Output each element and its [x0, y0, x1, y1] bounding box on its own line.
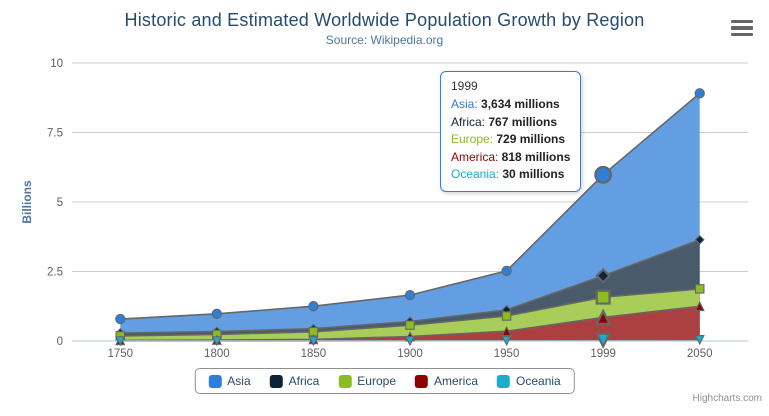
x-axis-tick-label: 1850	[301, 348, 327, 360]
data-point-oceania-1750[interactable]	[115, 336, 126, 347]
y-axis-tick-label: 10	[50, 58, 63, 70]
legend-label: America	[434, 374, 479, 388]
menu-bar	[731, 32, 753, 36]
y-axis-title: Billions	[20, 180, 34, 224]
x-axis-tick-label: 1900	[397, 348, 423, 360]
data-point-africa-2050[interactable]	[694, 234, 705, 245]
data-point-europe-2050[interactable]	[694, 284, 705, 294]
chart-title: Historic and Estimated Worldwide Populat…	[124, 10, 645, 30]
data-point-asia-2050[interactable]	[694, 88, 705, 99]
data-point-europe-1950[interactable]	[501, 311, 512, 321]
menu-bar	[731, 20, 753, 24]
data-point-america-1999[interactable]	[594, 308, 612, 325]
x-axis-tick-label: 1800	[204, 348, 230, 360]
legend-item-oceania[interactable]: Oceania	[497, 374, 561, 388]
legend: Asia Africa Europe America Oceania	[194, 368, 575, 394]
legend-item-asia[interactable]: Asia	[208, 374, 251, 388]
data-point-asia-1950[interactable]	[501, 265, 512, 277]
x-axis-tick-label: 1750	[107, 348, 133, 360]
legend-swatch-icon	[415, 374, 429, 388]
data-point-oceania-1850[interactable]	[308, 336, 319, 347]
legend-label: Oceania	[516, 374, 561, 388]
x-axis-tick-label: 1999	[590, 348, 616, 360]
data-point-asia-1999[interactable]	[594, 165, 613, 184]
data-point-oceania-1900[interactable]	[404, 336, 416, 347]
data-point-europe-1850[interactable]	[308, 327, 319, 337]
legend-label: Europe	[357, 374, 397, 388]
data-point-europe-1900[interactable]	[405, 320, 415, 330]
data-point-africa-1999[interactable]	[595, 267, 612, 284]
data-point-asia-1850[interactable]	[308, 301, 319, 312]
legend-item-europe[interactable]: Europe	[338, 374, 396, 388]
legend-item-america[interactable]: America	[415, 374, 478, 388]
data-point-europe-1999[interactable]	[595, 289, 611, 305]
y-axis-tick-label: 0	[57, 336, 63, 348]
legend-label: Asia	[227, 374, 251, 388]
x-axis-tick-label: 2050	[687, 348, 713, 360]
x-axis-tick-label: 1950	[494, 348, 520, 360]
credits-link[interactable]: Highcharts.com	[692, 393, 762, 404]
legend-label: Africa	[288, 374, 320, 388]
chart-subtitle: Source: Wikipedia.org	[325, 33, 444, 47]
data-point-asia-1900[interactable]	[404, 289, 416, 301]
y-axis-tick-label: 2.5	[47, 267, 63, 279]
data-point-america-2050[interactable]	[694, 300, 705, 312]
menu-bar	[731, 26, 753, 30]
legend-swatch-icon	[338, 374, 352, 388]
legend-swatch-icon	[269, 374, 283, 388]
data-point-asia-1800[interactable]	[211, 308, 223, 319]
hamburger-menu-icon[interactable]	[730, 19, 754, 37]
data-point-oceania-1950[interactable]	[501, 335, 512, 347]
data-point-asia-1750[interactable]	[115, 313, 126, 325]
legend-item-africa[interactable]: Africa	[269, 374, 320, 388]
data-point-america-1950[interactable]	[501, 325, 512, 336]
data-point-oceania-1800[interactable]	[211, 336, 222, 347]
legend-swatch-icon	[497, 374, 511, 388]
area-asia[interactable]	[120, 93, 700, 341]
area-america[interactable]	[120, 306, 700, 341]
y-axis-tick-label: 7.5	[47, 128, 63, 140]
y-axis-tick-label: 5	[57, 197, 63, 209]
data-point-oceania-1999[interactable]	[594, 332, 612, 350]
data-point-oceania-2050[interactable]	[694, 334, 705, 346]
legend-swatch-icon	[208, 374, 222, 388]
